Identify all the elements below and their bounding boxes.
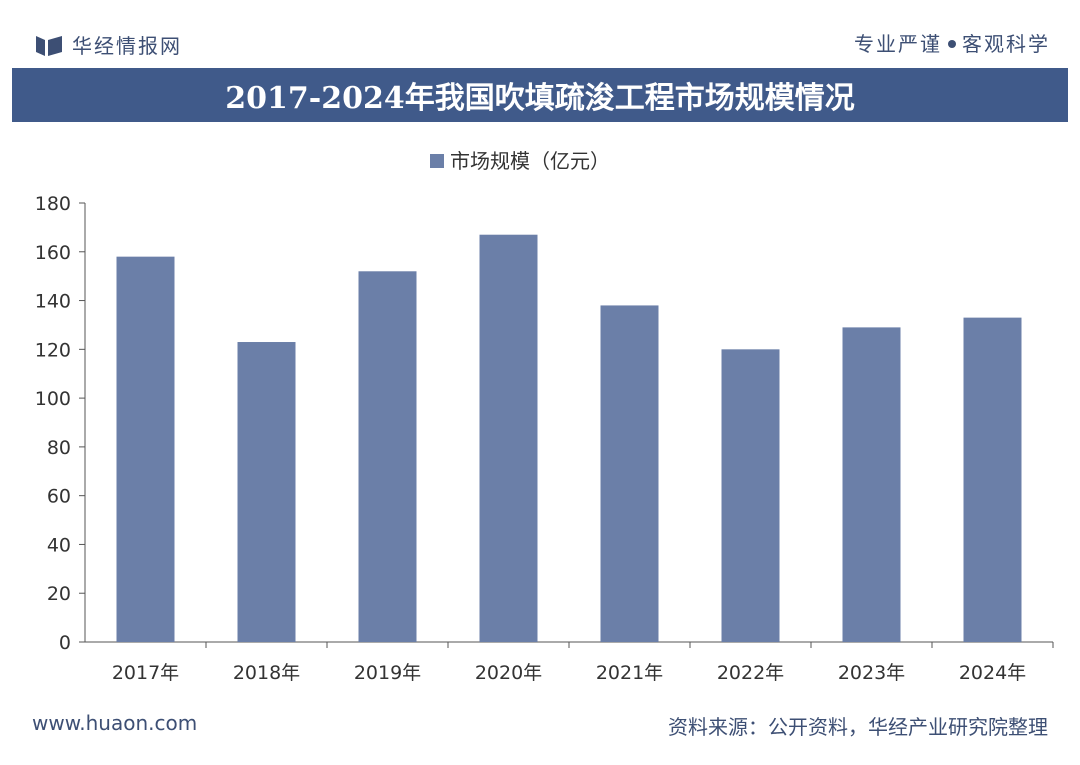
y-tick-label: 100 — [35, 388, 71, 410]
bar — [600, 305, 659, 642]
x-tick-label: 2022年 — [717, 662, 784, 684]
x-tick-label: 2023年 — [838, 662, 905, 684]
slogan: 专业严谨 客观科学 — [854, 28, 1050, 57]
bar — [237, 342, 296, 642]
slogan-dot — [948, 39, 956, 48]
website-link[interactable]: www.huaon.com — [32, 711, 198, 735]
y-tick-label: 40 — [47, 534, 71, 556]
chart-area: 市场规模（亿元） 0 20 40 60 80 100 120 140 160 180 2017年 201… — [12, 122, 1068, 697]
bar — [479, 234, 538, 642]
data-source: 资料来源：公开资料，华经产业研究院整理 — [668, 715, 1048, 739]
y-tick-label: 160 — [35, 242, 71, 264]
bar — [358, 271, 417, 642]
y-tick-label: 180 — [35, 193, 71, 215]
x-tick-label: 2020年 — [475, 662, 542, 684]
bar — [721, 349, 780, 642]
brand-logo: 华经情报网 — [36, 30, 182, 59]
footer: www.huaon.com 资料来源：公开资料，华经产业研究院整理 — [12, 697, 1068, 753]
bar — [963, 317, 1022, 642]
legend-swatch — [430, 154, 444, 168]
top-bar — [12, 12, 1068, 68]
y-tick-label: 80 — [47, 437, 71, 459]
y-tick-label: 20 — [47, 583, 71, 605]
brand-icon — [36, 35, 62, 56]
x-tick-label: 2024年 — [959, 662, 1026, 684]
x-tick-label: 2017年 — [112, 662, 179, 684]
y-tick-label: 120 — [35, 339, 71, 361]
bar — [116, 256, 175, 642]
chart-title: 2017-2024年我国吹填疏浚工程市场规模情况 — [12, 68, 1068, 122]
legend-label: 市场规模（亿元） — [450, 149, 610, 173]
bar-chart: 市场规模（亿元） 0 20 40 60 80 100 120 140 160 180 2017年 201… — [35, 149, 1054, 684]
slogan-right: 客观科学 — [962, 32, 1050, 56]
x-tick-label: 2018年 — [233, 662, 300, 684]
slogan-left: 专业严谨 — [854, 32, 942, 56]
y-tick-label: 140 — [35, 291, 71, 313]
x-tick-label: 2019年 — [354, 662, 421, 684]
bar — [842, 327, 901, 642]
x-tick-label: 2021年 — [596, 662, 663, 684]
y-tick-label: 60 — [47, 486, 71, 508]
y-tick-label: 0 — [59, 632, 71, 654]
brand-name: 华经情报网 — [72, 34, 182, 58]
